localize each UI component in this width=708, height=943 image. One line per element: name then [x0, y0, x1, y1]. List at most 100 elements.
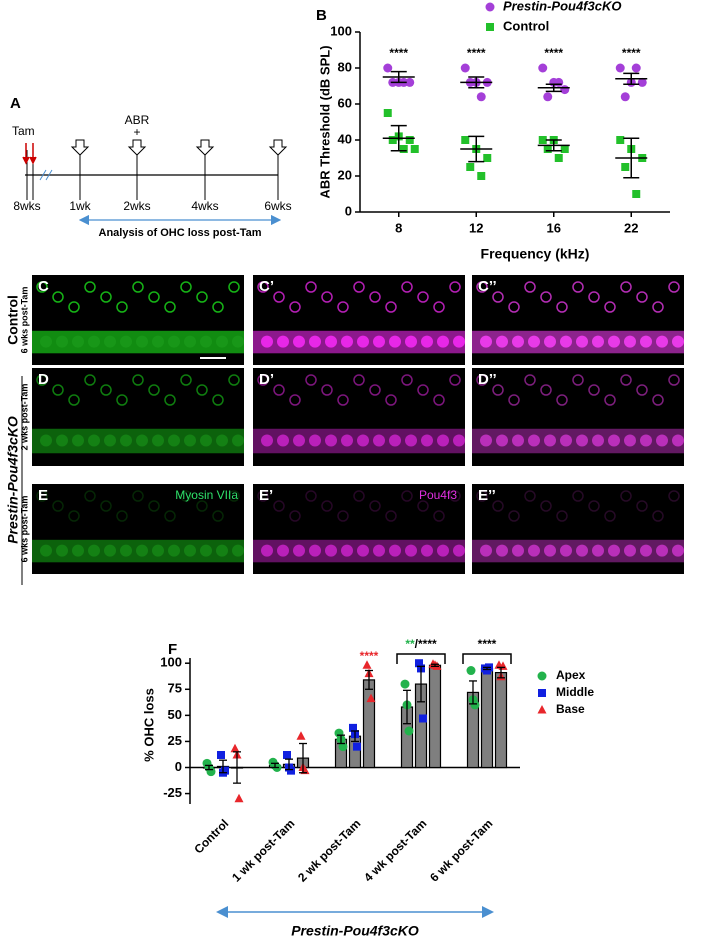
- cell: [385, 301, 397, 313]
- cell: [640, 434, 652, 447]
- x-tick-label: 12: [469, 220, 483, 235]
- abr-arrow: [195, 139, 215, 156]
- cell: [257, 374, 269, 386]
- cell: [164, 394, 176, 406]
- cell: [100, 384, 112, 396]
- y-tick-label: 100: [160, 655, 182, 670]
- data-point: [234, 793, 244, 803]
- cell: [136, 434, 148, 447]
- x-tick-label: 6 wk post-Tam: [427, 816, 495, 884]
- cell: [277, 544, 289, 557]
- legend-label: Middle: [556, 685, 594, 699]
- cell: [257, 490, 269, 502]
- cell: [357, 544, 369, 557]
- significance-part: ****: [360, 649, 379, 663]
- cell: [528, 434, 540, 447]
- cell: [132, 281, 144, 293]
- cell: [72, 544, 84, 557]
- data-point: [388, 136, 397, 144]
- data-point: [353, 742, 361, 751]
- data-point: [483, 154, 492, 162]
- cell: [212, 510, 224, 522]
- y-tick-label: 80: [338, 59, 352, 74]
- row-time-label: 6 wks post-Tam: [19, 287, 29, 354]
- significance: ****: [389, 46, 408, 60]
- cell: [341, 434, 353, 447]
- cell: [588, 384, 600, 396]
- cell: [588, 291, 600, 303]
- panel-letter: B: [316, 7, 327, 24]
- cell: [104, 335, 116, 348]
- cell: [540, 500, 552, 512]
- panel-letter: E’: [259, 487, 273, 504]
- legend-marker: [537, 671, 547, 681]
- significance-part: **: [405, 637, 415, 651]
- timepoint: 1wk: [69, 199, 91, 213]
- cell: [476, 490, 488, 502]
- cell: [200, 335, 212, 348]
- cell: [116, 394, 128, 406]
- cell: [36, 490, 48, 502]
- cell: [196, 500, 208, 512]
- cell: [184, 434, 196, 447]
- y-tick-label: 20: [338, 167, 352, 182]
- data-point: [543, 145, 552, 153]
- cell: [212, 394, 224, 406]
- cell: [640, 335, 652, 348]
- cell: [100, 500, 112, 512]
- cell: [353, 374, 365, 386]
- significance: ****: [622, 46, 641, 60]
- data-point: [538, 136, 547, 144]
- cell: [492, 500, 504, 512]
- cell: [120, 544, 132, 557]
- data-point: [296, 731, 306, 740]
- cell: [389, 335, 401, 348]
- cell: [528, 544, 540, 557]
- cell: [592, 335, 604, 348]
- cell: [261, 544, 273, 557]
- data-point: [560, 145, 569, 153]
- cell: [341, 335, 353, 348]
- x-tick-label: Control: [191, 816, 231, 856]
- significance: **/****: [405, 637, 437, 651]
- cell: [232, 335, 244, 348]
- cell: [421, 544, 433, 557]
- micrograph: [472, 484, 684, 574]
- cell: [152, 544, 164, 557]
- abr-arrow: [268, 139, 288, 156]
- cell: [421, 434, 433, 447]
- cell: [325, 335, 337, 348]
- x-tick-label: 4 wk post-Tam: [361, 816, 429, 884]
- cell: [200, 544, 212, 557]
- y-tick-label: 100: [330, 23, 352, 38]
- cell: [433, 394, 445, 406]
- abr-arrow: [70, 139, 90, 156]
- analysis-label: Analysis of OHC loss post-Tam: [99, 227, 262, 239]
- cell: [152, 335, 164, 348]
- cell: [293, 544, 305, 557]
- row-group-label: Control: [5, 295, 21, 345]
- data-point: [419, 714, 427, 723]
- cell: [389, 434, 401, 447]
- cell: [68, 394, 80, 406]
- micrograph: [472, 368, 684, 466]
- cell: [321, 500, 333, 512]
- data-point: [554, 154, 563, 162]
- data-point: [432, 661, 442, 670]
- cell: [116, 510, 128, 522]
- cell: [216, 544, 228, 557]
- data-point: [637, 77, 647, 87]
- cell: [401, 374, 413, 386]
- cell: [401, 490, 413, 502]
- cell: [405, 434, 417, 447]
- cell: [508, 301, 520, 313]
- significance: ****: [544, 46, 563, 60]
- cell: [389, 544, 401, 557]
- data-point: [217, 750, 225, 759]
- cell: [337, 394, 349, 406]
- cell: [232, 544, 244, 557]
- cell: [289, 394, 301, 406]
- legend-label: Control: [503, 18, 549, 33]
- data-point: [404, 726, 414, 736]
- cell: [572, 374, 584, 386]
